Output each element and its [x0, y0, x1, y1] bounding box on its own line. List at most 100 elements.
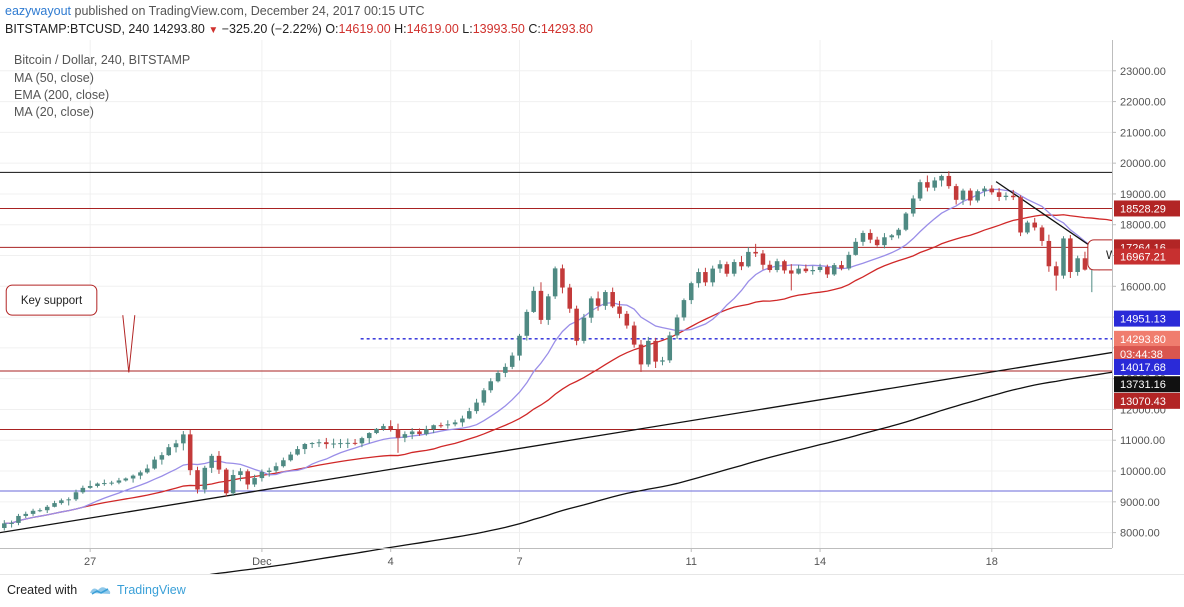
legend-ma50[interactable]: MA (50, close) — [14, 71, 94, 85]
candle-body — [1075, 258, 1080, 272]
candle-body — [1082, 258, 1088, 270]
trendline — [0, 340, 1184, 534]
candle-body — [731, 262, 737, 274]
y-tick-label: 23000.00 — [1120, 66, 1166, 78]
price-label-text: 13731.16 — [1120, 379, 1166, 391]
legend-ema200[interactable]: EMA (200, close) — [14, 88, 109, 102]
candle-body — [932, 180, 937, 188]
price-label-text: 14951.13 — [1120, 314, 1166, 326]
candle-body — [574, 308, 579, 341]
close-value: 14293.80 — [540, 22, 593, 36]
candle-body — [753, 251, 758, 254]
x-tick-label: 4 — [388, 556, 394, 568]
price-chart[interactable]: Watch for breakKey support50% retracemen… — [0, 40, 1184, 574]
callout-text: Key support — [21, 295, 83, 307]
candle-body — [30, 510, 36, 514]
candle-body — [968, 190, 973, 201]
candle-body — [910, 198, 916, 214]
candle-body — [1061, 238, 1066, 276]
x-tick-label: 11 — [686, 556, 697, 568]
candle-body — [95, 483, 100, 486]
candle-body — [831, 265, 837, 275]
last-price: 14293.80 — [152, 22, 205, 36]
low-label: L: — [462, 22, 473, 36]
low-value: 13993.50 — [472, 22, 525, 36]
x-tick-label: 27 — [84, 556, 96, 568]
y-tick-label: 20000.00 — [1120, 158, 1166, 170]
candle-body — [59, 500, 64, 504]
candle-body — [817, 266, 823, 270]
candle-body — [989, 188, 995, 193]
candle-body — [603, 292, 608, 306]
candle-body — [37, 510, 43, 512]
candle-body — [424, 429, 429, 435]
published-text: published on TradingView.com, December 2… — [74, 4, 425, 18]
candle-body — [460, 418, 465, 423]
candle-body — [889, 235, 895, 238]
candle-body — [710, 268, 715, 283]
candle-body — [467, 411, 472, 419]
candle-body — [546, 296, 551, 320]
price-label-bg — [1114, 392, 1180, 409]
candle-body — [517, 335, 522, 356]
candle-body — [982, 188, 987, 192]
candle-body — [1018, 197, 1023, 233]
open-label: O: — [325, 22, 339, 36]
candle-body — [181, 434, 186, 444]
symbol-label: BITSTAMP:BTCUSD, 240 — [5, 22, 150, 36]
candle-body — [238, 471, 243, 476]
candle-body — [1032, 222, 1037, 228]
price-axis[interactable]: 8000.009000.0010000.0011000.0012000.0013… — [1112, 40, 1184, 548]
candle-body — [767, 264, 773, 271]
legend-ma20[interactable]: MA (20, close) — [14, 105, 94, 119]
candle-body — [395, 429, 401, 438]
candle-body — [646, 340, 651, 365]
candle-body — [216, 455, 222, 470]
candle-body — [295, 449, 300, 455]
candle-body — [581, 317, 587, 341]
price-label-bg — [1114, 248, 1180, 265]
created-with-text: Created with — [7, 583, 78, 597]
y-tick-label: 10000.00 — [1120, 466, 1166, 478]
high-label: H: — [394, 22, 407, 36]
candle-body — [503, 366, 508, 373]
candle-body — [975, 191, 980, 201]
candle-body — [23, 513, 29, 516]
time-axis[interactable]: 27 Dec 4 7 11 14 18 — [0, 548, 1112, 568]
candle-body — [874, 239, 880, 246]
candle-body — [681, 300, 687, 318]
candle-body — [366, 433, 372, 439]
candle-body — [209, 455, 214, 468]
candle-body — [474, 402, 479, 412]
candle-body — [359, 438, 365, 444]
candle-body — [1039, 227, 1045, 241]
candle-body — [452, 422, 458, 425]
candle-body — [402, 434, 408, 438]
candle-body — [338, 443, 343, 445]
candle-body — [1068, 238, 1073, 272]
candle-body — [345, 442, 351, 444]
candle-body — [703, 272, 708, 283]
candle-body — [374, 428, 379, 434]
author-link[interactable]: eazywayout — [5, 4, 72, 18]
candle-body — [789, 270, 794, 274]
candle-body — [796, 268, 801, 274]
tradingview-brand[interactable]: TradingView — [117, 583, 186, 597]
candle-body — [803, 268, 809, 272]
tradingview-logo-icon[interactable] — [88, 582, 112, 598]
chart-legend: Bitcoin / Dollar, 240, BITSTAMP MA (50, … — [14, 53, 190, 119]
publish-line: eazywayout published on TradingView.com,… — [5, 4, 424, 18]
candle-body — [1046, 240, 1052, 267]
candle-body — [417, 431, 422, 435]
x-tick-label: Dec — [252, 556, 272, 568]
candle-body — [166, 447, 171, 456]
price-label-bg — [1114, 330, 1180, 347]
candle-body — [173, 443, 179, 448]
candle-body — [696, 272, 701, 284]
candle-body — [624, 313, 630, 326]
candle-body — [445, 424, 451, 426]
x-tick-label: 14 — [814, 556, 826, 568]
ema200-line — [209, 369, 1184, 574]
horizontal-levels — [0, 171, 1112, 492]
candle-body — [252, 478, 257, 485]
